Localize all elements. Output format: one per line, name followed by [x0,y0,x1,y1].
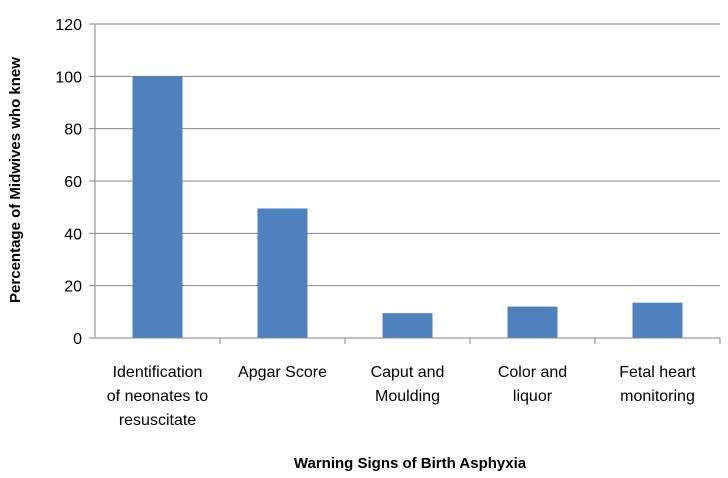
y-tick-label: 100 [55,69,82,86]
y-tick-label: 120 [55,17,82,34]
bar [257,208,308,338]
gridlines [95,23,720,287]
x-category-label: of neonates to [107,388,209,405]
bar [132,76,183,338]
x-category-label: resuscitate [119,412,196,429]
x-category-labels: Identification of neonates to resuscitate A… [107,338,721,429]
y-axis-title: Percentage of Midwives who knew [7,57,24,303]
x-category-label: liquor [513,388,553,405]
bar [382,313,433,338]
y-tick-label: 40 [64,226,82,243]
bar [507,306,558,338]
x-category-label: monitoring [620,388,695,405]
x-category-label: Moulding [375,388,440,405]
x-category-label: Apgar Score [238,364,327,381]
y-tick-label: 20 [64,279,82,296]
x-category-label: Color and [498,364,567,381]
y-tick-label: 60 [64,174,82,191]
bars [132,76,683,338]
x-category-label: Caput and [371,364,445,381]
y-tick-label: 80 [64,122,82,139]
x-axis-title: Warning Signs of Birth Asphyxia [294,455,527,472]
x-category-label: Fetal heart [619,364,696,381]
bar [632,302,683,338]
y-tick-labels: 0 20 40 60 80 100 120 [55,17,95,348]
x-category-label: Identification [113,364,203,381]
y-tick-label: 0 [73,331,82,348]
